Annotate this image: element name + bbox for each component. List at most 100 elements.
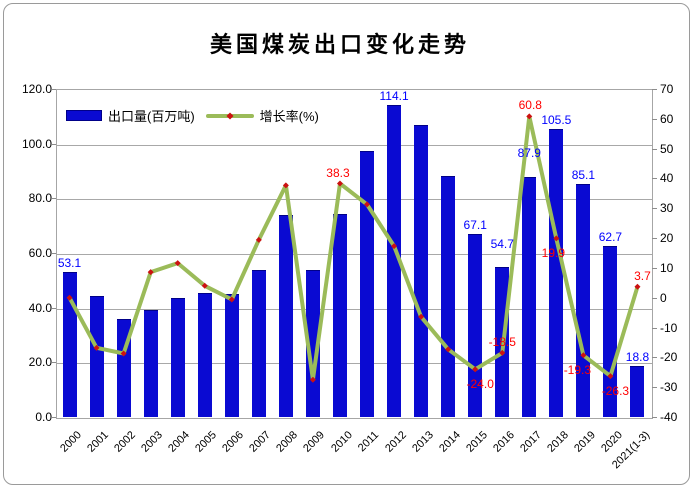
left-axis-tick-label: 80.0: [28, 191, 52, 206]
bar-label-2020: 62.7: [598, 229, 623, 244]
marker-2010: [336, 180, 343, 187]
marker-2007: [255, 236, 262, 243]
bar-2021(1-3): [630, 365, 645, 417]
left-axis-tick-label: 60.0: [28, 246, 52, 260]
bar-label-2017: 87.9: [517, 145, 541, 160]
left-axis-tick-label: 100.0: [21, 136, 52, 151]
bar-label-2018: 105.5: [541, 112, 572, 127]
right-axis-tick-label: -20: [660, 350, 678, 365]
right-axis-tick: [652, 148, 657, 150]
right-axis-tick-label: 20: [660, 231, 674, 246]
chart-frame: [3, 3, 690, 485]
right-axis-tick: [652, 297, 657, 299]
marker-2004: [174, 260, 181, 267]
bar-label-2015: 67.1: [463, 217, 487, 232]
marker-2002: [120, 350, 127, 357]
gridline: [57, 144, 652, 146]
right-axis-tick: [652, 387, 657, 389]
legend-item-growth-rate: 增长率(%): [205, 106, 319, 125]
marker-2011: [364, 201, 371, 208]
left-axis-tick: [52, 307, 56, 309]
gridline: [57, 308, 652, 310]
marker-2001: [93, 344, 100, 351]
line-label-2020: -26.3: [601, 384, 630, 399]
bar-label-2000: 53.1: [57, 255, 82, 270]
line-label-2021(1-3): 3.7: [634, 268, 651, 283]
line-label-2010: 38.3: [326, 165, 350, 180]
left-axis-tick: [52, 417, 56, 418]
line-label-2019: -19.3: [563, 363, 592, 378]
bar-2001: [89, 296, 104, 417]
bar-2010: [332, 214, 347, 417]
line-series-swatch-icon: [205, 111, 254, 120]
right-axis-tick: [652, 208, 657, 210]
right-axis-tick-label: 0: [660, 290, 667, 305]
bar-2006: [224, 294, 239, 417]
bar-label-2016: 54.7: [490, 237, 514, 252]
line-label-2015: -24.0: [466, 377, 494, 392]
right-axis-tick-label: 30: [660, 201, 674, 216]
chart-title: 美国煤炭出口变化走势: [209, 32, 470, 58]
right-axis-tick-label: -30: [660, 380, 678, 395]
line-path: [67, 114, 640, 382]
left-axis-tick-label: 40.0: [28, 300, 52, 315]
marker-2012: [391, 243, 398, 250]
legend: 出口量(百万吨) 增长率(%): [66, 106, 319, 125]
right-axis-tick: [652, 327, 657, 329]
left-axis-tick: [52, 253, 56, 254]
right-axis-tick: [652, 89, 657, 90]
left-axis-tick: [52, 89, 56, 90]
marker-2005: [201, 282, 208, 289]
right-axis-tick-label: -10: [660, 320, 678, 335]
right-axis-tick: [652, 178, 657, 180]
left-axis-tick: [52, 143, 56, 145]
gridline: [57, 199, 652, 201]
left-axis-tick-label: 120.0: [21, 82, 52, 96]
legend-item-export-volume: 出口量(百万吨): [66, 106, 195, 125]
line-marker-icon: [226, 111, 234, 120]
legend-label-export-volume: 出口量(百万吨): [108, 109, 195, 124]
right-axis-tick-label: 10: [660, 260, 674, 275]
right-axis-tick: [652, 357, 657, 359]
right-axis-tick: [652, 118, 657, 120]
line-label-2018: 19.9: [541, 246, 565, 261]
bar-series-swatch-icon: [66, 110, 102, 121]
right-axis-tick-label: 60: [660, 111, 674, 126]
bar-2018: [549, 128, 564, 417]
left-axis-tick: [52, 198, 56, 200]
bar-2017: [522, 176, 537, 417]
bar-2011: [360, 151, 375, 417]
bar-label-2012: 114.1: [379, 89, 409, 104]
marker-2017: [526, 113, 533, 120]
marker-2009: [309, 376, 316, 383]
line-label-2016: -18.5: [488, 334, 516, 349]
bar-label-2021(1-3): 18.8: [625, 349, 650, 364]
plot-area: [56, 89, 653, 419]
marker-2008: [282, 182, 289, 189]
bar-2012: [387, 105, 402, 417]
marker-2014: [445, 346, 452, 353]
marker-2003: [147, 269, 154, 276]
right-axis-tick-label: 70: [660, 82, 674, 96]
bar-2007: [251, 270, 266, 417]
right-axis-tick-label: -40: [660, 410, 678, 424]
marker-2000: [66, 294, 73, 301]
right-axis-tick-label: 40: [660, 171, 674, 186]
marker-2021(1-3): [634, 283, 641, 290]
right-axis-tick-label: 50: [660, 141, 674, 156]
bar-label-2019: 85.1: [571, 168, 596, 183]
right-axis-tick: [652, 267, 657, 269]
marker-2015: [472, 366, 479, 373]
bar-2013: [414, 125, 429, 417]
gridline: [57, 363, 652, 365]
marker-2016: [499, 349, 506, 356]
legend-label-growth-rate: 增长率(%): [259, 109, 319, 124]
left-axis-tick: [52, 362, 56, 364]
bar-2009: [305, 270, 320, 417]
marker-2019: [580, 352, 587, 359]
right-axis-tick: [652, 238, 657, 240]
bar-2015: [468, 233, 483, 417]
bar-2005: [197, 293, 212, 417]
marker-2006: [228, 296, 235, 303]
